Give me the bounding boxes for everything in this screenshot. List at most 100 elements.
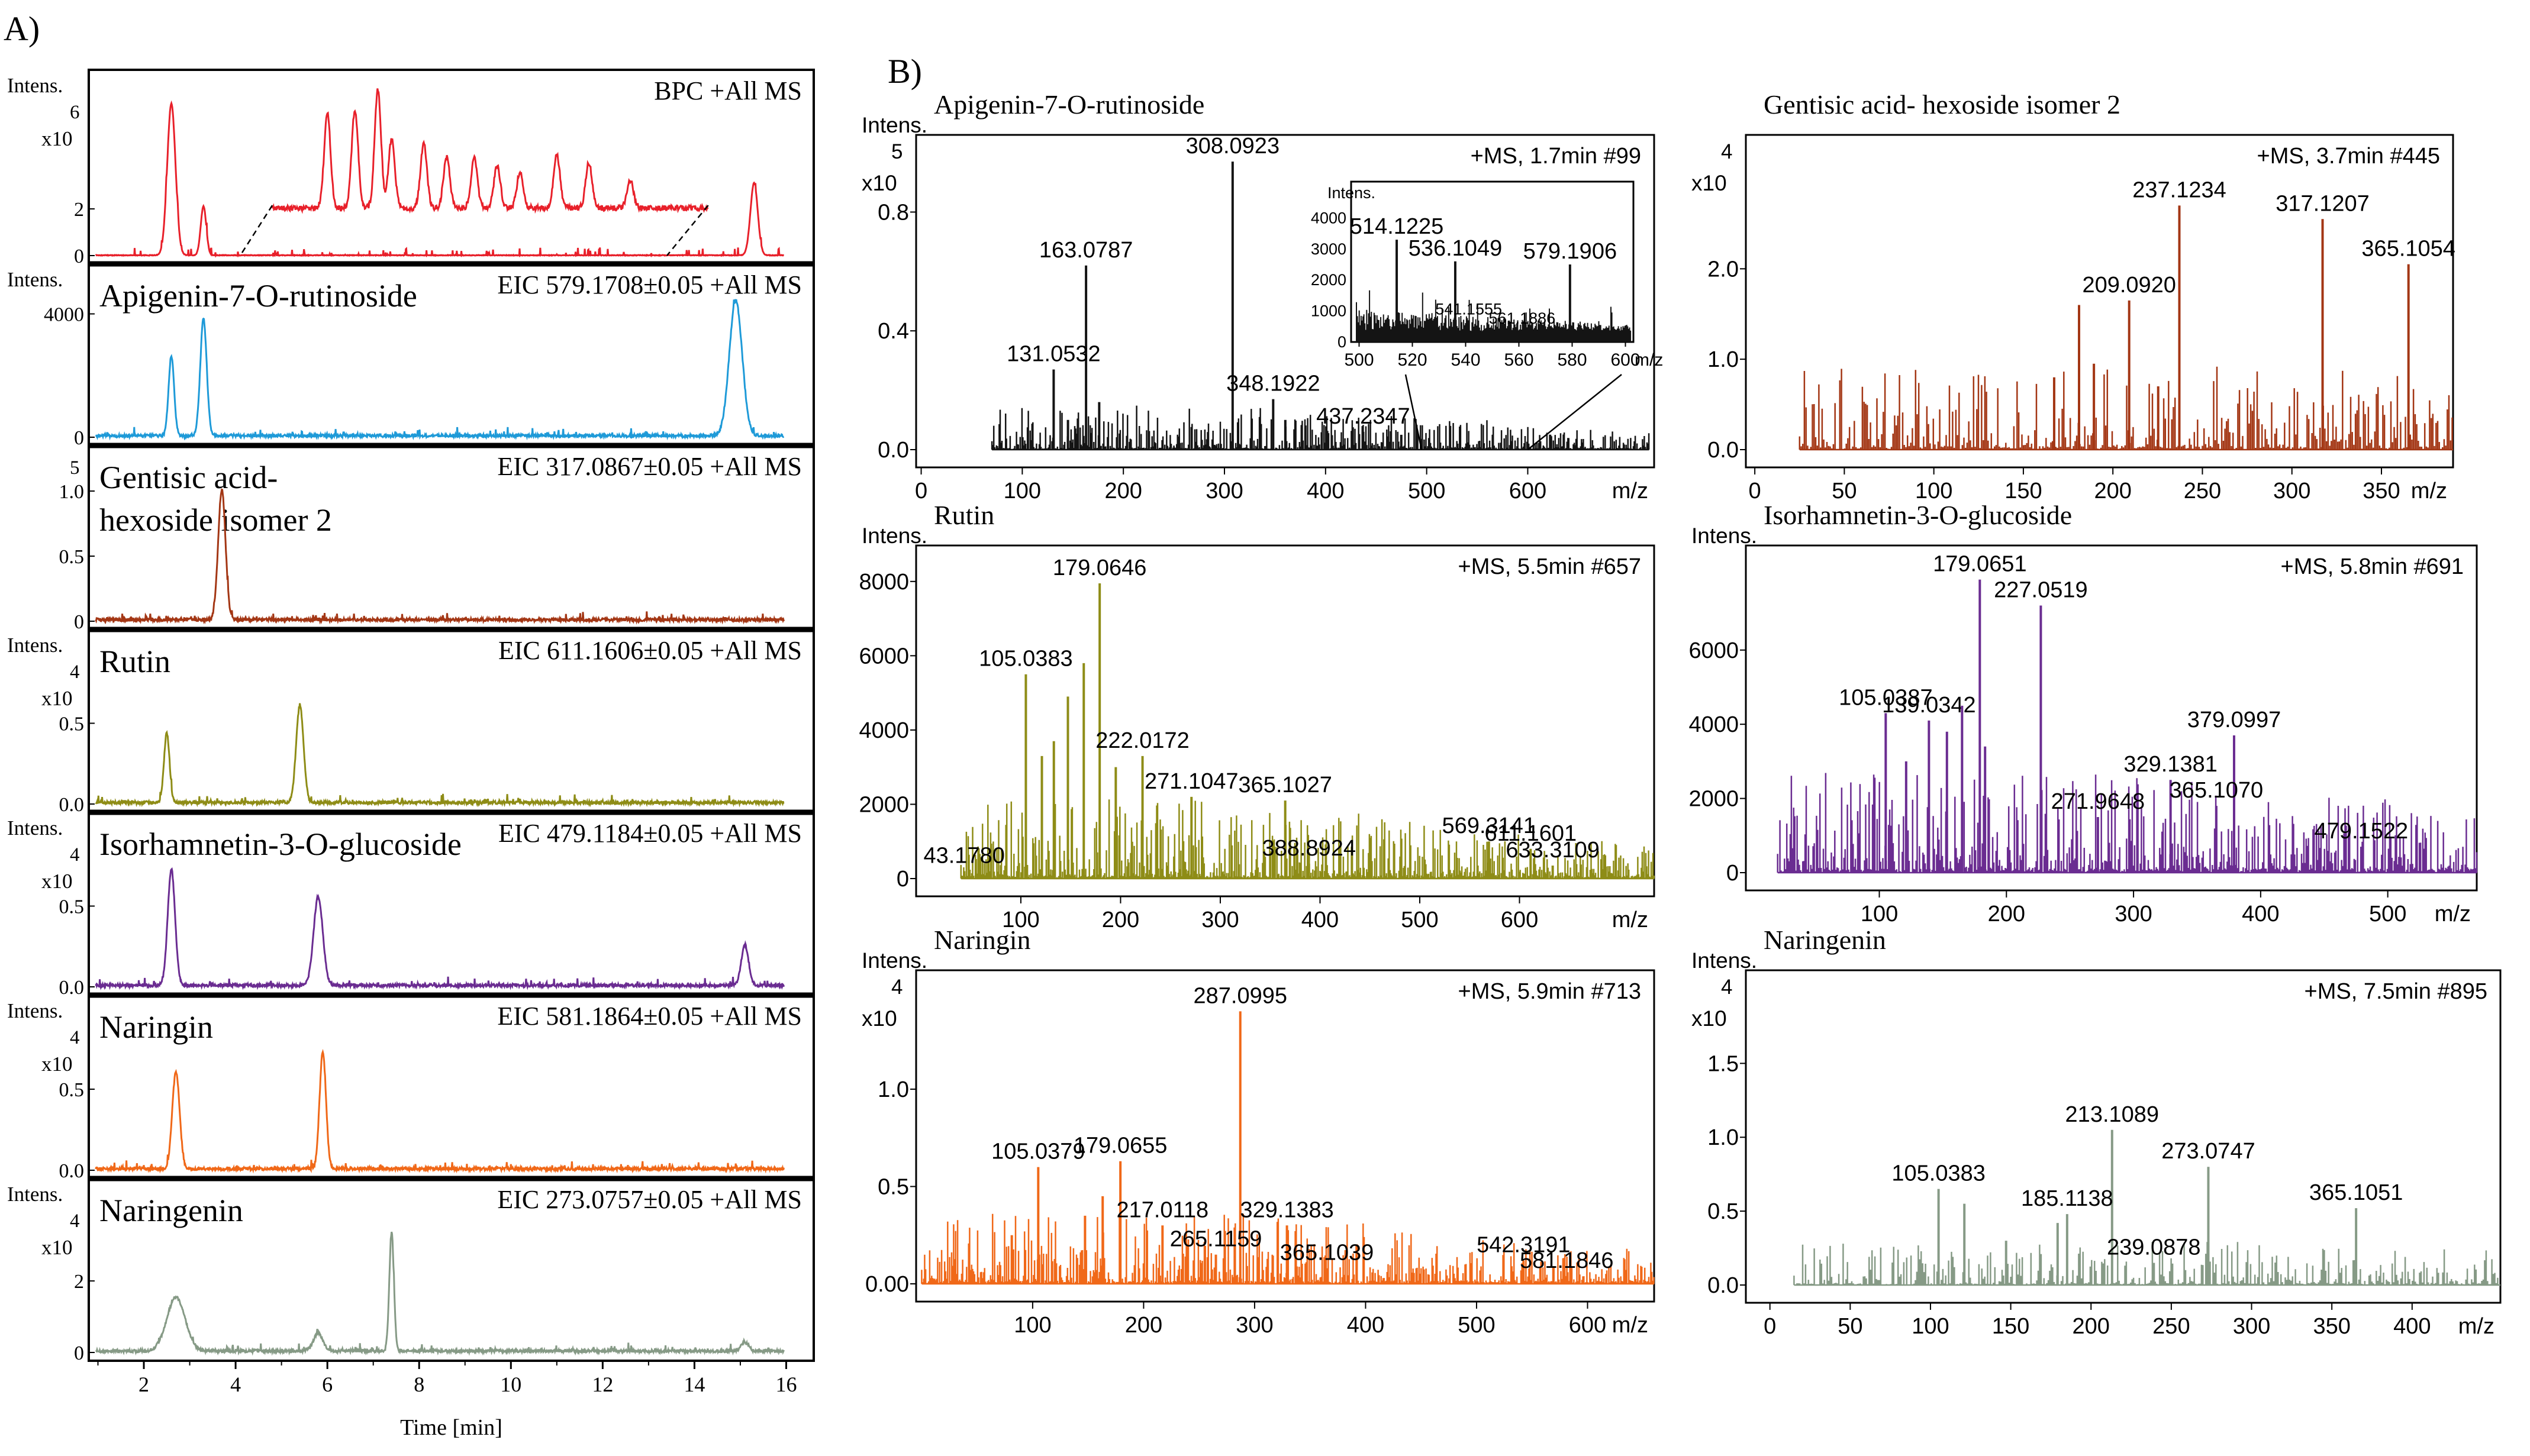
peak-label: 437.2347 [1316,404,1410,429]
y-axis-label: Intens. [7,634,63,657]
peak-label: 273.0747 [2161,1139,2255,1164]
trace-annotation: BPC +All MS [654,76,802,105]
chromatogram-a_gentisic: 51.0 0.5 0 EIC 317.0867±0.05 +All MS Gentisi… [59,452,802,633]
y-tick-label: 0 [74,1342,84,1364]
x-tick-label: 200 [1125,1313,1162,1338]
chromatogram-trace [95,488,785,625]
y-tick-label: 4000 [859,718,909,743]
y-tick-label: 2 [74,199,84,221]
x-tick-label: 350 [2363,479,2400,503]
inset-peak-label: 541.1555 [1435,300,1502,318]
x-tick-label: 300 [2115,902,2152,926]
noise-sticks [1777,773,2478,874]
spectrum-b_naringenin: Naringenin +MS, 7.5min #895 Intens. 4 x10 1.5… [1691,925,2502,1339]
spectrum-frame [915,544,1655,898]
peak-label: 222.0172 [1095,728,1190,753]
y-tick-label: 0.0 [878,438,909,463]
y-tick-label: 4000 [44,304,84,326]
y-tick-label: 0.5 [59,546,85,568]
inset-y-tick-label: 1000 [1311,302,1346,320]
y-multiplier: x10 [41,687,73,710]
peak-label: 365.1054 [2361,237,2455,262]
peak-label: 131.0532 [1007,341,1101,366]
peak-label: 569.3141 [1442,813,1536,838]
spectrum-b_apigenin: Apigenin-7-O-rutinoside +MS, 1.7min #99 In… [862,89,1663,503]
x-tick-label: 500 [1401,908,1438,932]
x-axis-label: m/z [1612,479,1648,503]
chromatogram-trace [95,703,785,808]
compound-title: Naringenin [99,1193,243,1228]
x-tick-label: 200 [1102,908,1139,932]
y-exponent: 4 [70,1210,80,1232]
y-tick-label: 1.0 [1707,347,1739,372]
x-axis-label: Time [min] [400,1415,502,1440]
x-tick-label: 350 [2313,1314,2350,1339]
x-axis-label: m/z [1612,1313,1648,1338]
y-tick-label: 0 [74,611,84,633]
x-tick-label: 100 [1861,902,1898,926]
peak-label: 179.0651 [1933,552,2027,577]
peak-label: 105.0383 [1891,1161,1986,1186]
peak-label: 365.1051 [2309,1180,2403,1205]
spectrum-title: Isorhamnetin-3-O-glucoside [1764,500,2072,530]
spectrum-title: Gentisic acid- hexoside isomer 2 [1764,89,2120,120]
y-axis-label: Intens. [1691,948,1757,973]
y-axis-label: Intens. [7,816,63,840]
peak-label: 388.8924 [1262,836,1356,861]
y-tick-label: 8000 [859,570,909,595]
x-tick-label: 300 [1206,479,1243,503]
x-tick-label: 12 [592,1373,613,1396]
peak-label: 265.1159 [1170,1227,1262,1252]
compound-title: Rutin [99,644,170,679]
y-exponent: 4 [891,976,903,999]
y-axis-label: Intens. [7,1183,63,1206]
x-tick-label: 300 [2233,1314,2270,1339]
spectrum-title: Apigenin-7-O-rutinoside [934,89,1204,120]
spectrum-frame [915,134,1655,469]
x-axis-label: m/z [1612,908,1648,932]
inset-x-tick-label: 560 [1504,350,1533,370]
y-exponent: 4 [70,1027,80,1048]
compound-title: Gentisic acid- [99,460,278,495]
spectrum-frame [915,969,1655,1303]
y-tick-label: 0.0 [59,1160,85,1182]
inset-peak-label: 561.1886 [1489,309,1556,327]
panel-a-label: A) [4,9,40,48]
x-tick-label: 4 [230,1373,241,1396]
y-axis-label: Intens. [862,948,927,973]
peak-label: 633.3109 [1506,838,1600,863]
trace-annotation: EIC 611.1606±0.05 +All MS [498,636,802,665]
inset-y-tick-label: 3000 [1311,240,1346,258]
x-tick-label: 300 [2273,479,2310,503]
y-tick-label: 0.0 [1707,1273,1739,1298]
y-tick-label: 2 [74,1271,84,1293]
y-multiplier: x10 [41,1053,73,1076]
peak-label: 43.1780 [923,843,1004,868]
peak-label: 105.0383 [979,647,1073,671]
x-tick-label: 500 [1458,1313,1495,1338]
peak-label: 237.1234 [2132,177,2226,202]
y-exponent: 6 [70,102,80,123]
x-tick-label: 500 [2369,902,2406,926]
spectrum-b_isorhamnetin: Isorhamnetin-3-O-glucoside +MS, 5.8min #6… [1688,500,2478,926]
trace-annotation: EIC 579.1708±0.05 +All MS [497,270,802,299]
y-tick-label: 0.4 [878,319,909,344]
y-exponent: 5 [891,140,903,163]
chromatogram-a_naringin: Intens. 4 x10 0.5 0.0 EIC 581.1864±0.05 +All … [7,999,802,1182]
x-tick-label: 400 [2393,1314,2431,1339]
chromatogram-trace [95,1231,785,1356]
x-tick-label: 300 [1201,908,1239,932]
y-tick-label: 0.0 [59,977,85,999]
y-multiplier: x10 [41,870,73,893]
spectrum-frame [1745,969,2502,1304]
noise-sticks [1799,366,2453,451]
noise-sticks [991,405,1650,451]
y-multiplier: x10 [41,1236,73,1259]
peak-label: 239.0878 [2107,1235,2201,1260]
panel-b-label: B) [888,52,922,91]
peak-label: 542.3191 [1477,1233,1571,1258]
inset-x-axis-label: m/z [1635,350,1663,370]
inset-y-tick-label: 4000 [1311,209,1346,227]
peak-label: 308.0923 [1186,134,1280,159]
